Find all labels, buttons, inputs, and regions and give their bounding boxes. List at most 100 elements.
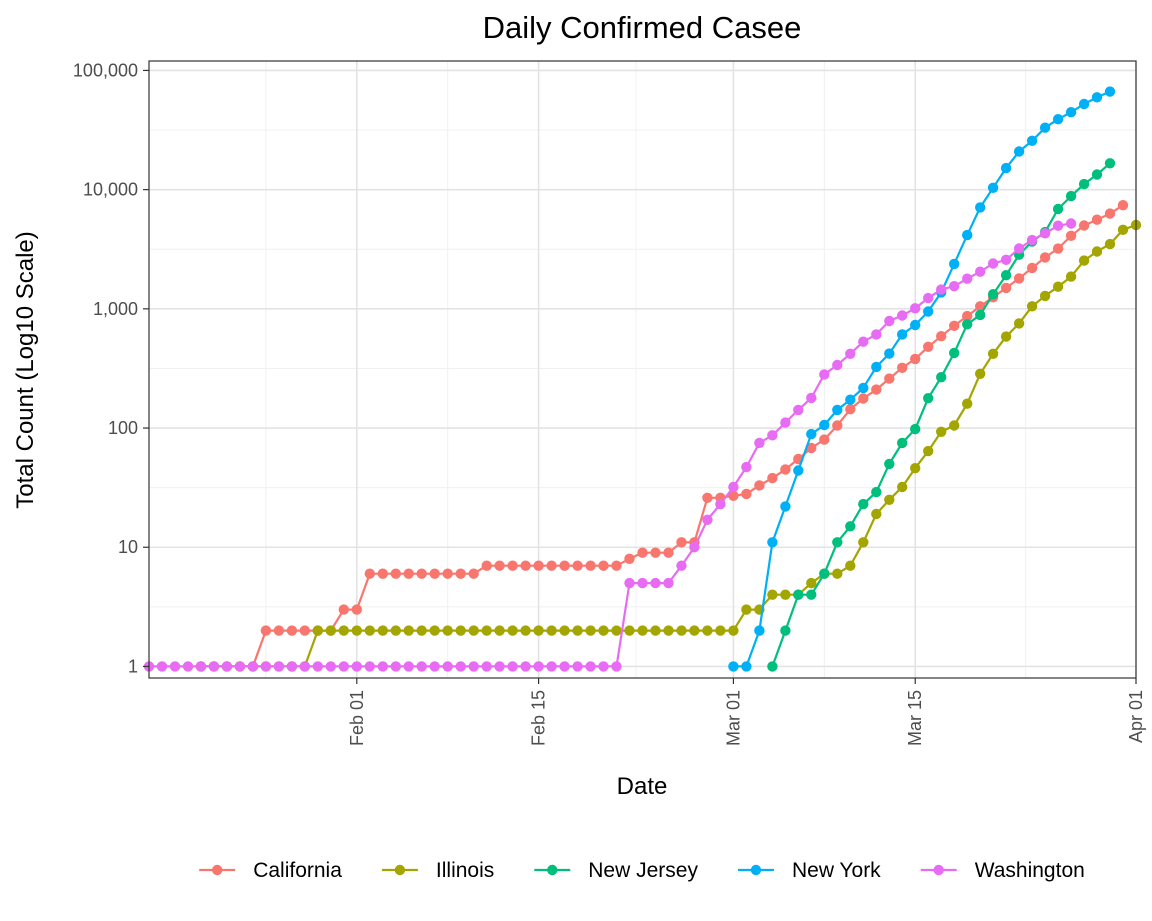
- data-point: [936, 284, 947, 295]
- data-point: [598, 560, 609, 571]
- legend-label: Washington: [975, 859, 1085, 882]
- y-tick-label: 10: [118, 537, 138, 557]
- data-point: [845, 404, 856, 415]
- data-point: [1000, 282, 1012, 294]
- data-point: [1000, 331, 1012, 342]
- data-point: [845, 521, 856, 532]
- data-point: [858, 393, 869, 404]
- data-point: [403, 661, 414, 672]
- legend-item: Illinois: [381, 859, 494, 882]
- data-point: [806, 392, 817, 404]
- data-point: [624, 553, 635, 564]
- data-point: [169, 661, 181, 672]
- y-tick-label: 100: [108, 418, 138, 438]
- data-point: [429, 625, 440, 636]
- data-point: [987, 289, 999, 300]
- data-point: [364, 568, 375, 579]
- data-point: [481, 560, 492, 571]
- data-point: [780, 464, 791, 475]
- data-point: [987, 348, 999, 359]
- data-point: [871, 508, 882, 520]
- legend-label: New Jersey: [588, 859, 698, 882]
- y-axis-title: Total Count (Log10 Scale): [12, 231, 39, 509]
- data-point: [429, 568, 440, 579]
- data-point: [1052, 203, 1064, 215]
- data-point: [884, 458, 895, 470]
- data-point: [923, 292, 934, 304]
- data-point: [819, 369, 830, 380]
- data-point: [936, 372, 947, 383]
- data-point: [1078, 98, 1090, 110]
- data-point: [793, 465, 804, 476]
- legend-key-point: [211, 864, 223, 876]
- data-point: [182, 661, 194, 672]
- data-point: [195, 661, 207, 672]
- legend-key-point: [750, 864, 762, 876]
- data-point: [767, 661, 778, 672]
- data-point: [520, 661, 531, 672]
- data-point: [975, 368, 986, 379]
- data-point: [728, 481, 739, 493]
- x-tick-label: Feb 01: [347, 690, 367, 746]
- data-point: [871, 361, 882, 373]
- data-point: [1091, 92, 1103, 103]
- data-point: [1078, 220, 1090, 231]
- y-tick-label: 10,000: [83, 180, 138, 200]
- plot-panel: [149, 61, 1136, 678]
- data-point: [793, 404, 804, 416]
- data-point: [1013, 243, 1025, 254]
- data-point: [884, 348, 895, 359]
- data-point: [338, 604, 349, 615]
- data-point: [1039, 122, 1051, 133]
- x-axis-title: Date: [617, 773, 668, 800]
- data-point: [962, 229, 973, 241]
- data-point: [897, 481, 908, 493]
- data-point: [650, 547, 661, 558]
- data-point: [832, 420, 843, 431]
- data-point: [507, 625, 518, 636]
- data-point: [416, 568, 427, 579]
- data-point: [897, 329, 908, 340]
- data-point: [156, 661, 168, 672]
- data-point: [442, 625, 453, 636]
- y-axis: 1 10 100 1,000 10,000 100,000: [73, 60, 149, 676]
- data-point: [702, 625, 713, 636]
- data-point: [546, 661, 557, 672]
- data-point: [858, 498, 869, 510]
- data-point: [923, 393, 934, 404]
- data-point: [637, 577, 648, 589]
- data-point: [936, 426, 947, 437]
- x-tick-label: Mar 01: [723, 690, 743, 746]
- data-point: [338, 661, 349, 672]
- data-point: [767, 537, 778, 548]
- data-point: [585, 661, 596, 672]
- plot-panel-border: [148, 60, 1137, 679]
- data-point: [468, 625, 479, 636]
- data-point: [442, 661, 453, 672]
- data-point: [312, 661, 323, 672]
- series-california: [195, 200, 1129, 672]
- series-washington: [143, 218, 1077, 672]
- data-point: [507, 560, 518, 571]
- data-point: [975, 202, 986, 213]
- legend-item: New Jersey: [534, 859, 698, 882]
- data-point: [871, 486, 882, 498]
- data-point: [715, 498, 726, 510]
- data-point: [1039, 252, 1051, 263]
- data-point: [806, 428, 817, 440]
- data-point: [1104, 208, 1116, 219]
- data-point: [533, 560, 544, 571]
- data-point: [442, 568, 453, 579]
- data-point: [832, 404, 843, 416]
- data-point: [520, 560, 531, 571]
- data-point: [715, 625, 726, 636]
- data-point: [611, 560, 622, 571]
- data-point: [663, 625, 674, 636]
- x-tick-label: Apr 01: [1126, 690, 1146, 743]
- data-point: [260, 661, 272, 672]
- data-point: [572, 625, 583, 636]
- data-point: [221, 661, 233, 672]
- data-point: [832, 359, 843, 371]
- data-point: [962, 319, 973, 330]
- legend-item: Washington: [920, 859, 1085, 882]
